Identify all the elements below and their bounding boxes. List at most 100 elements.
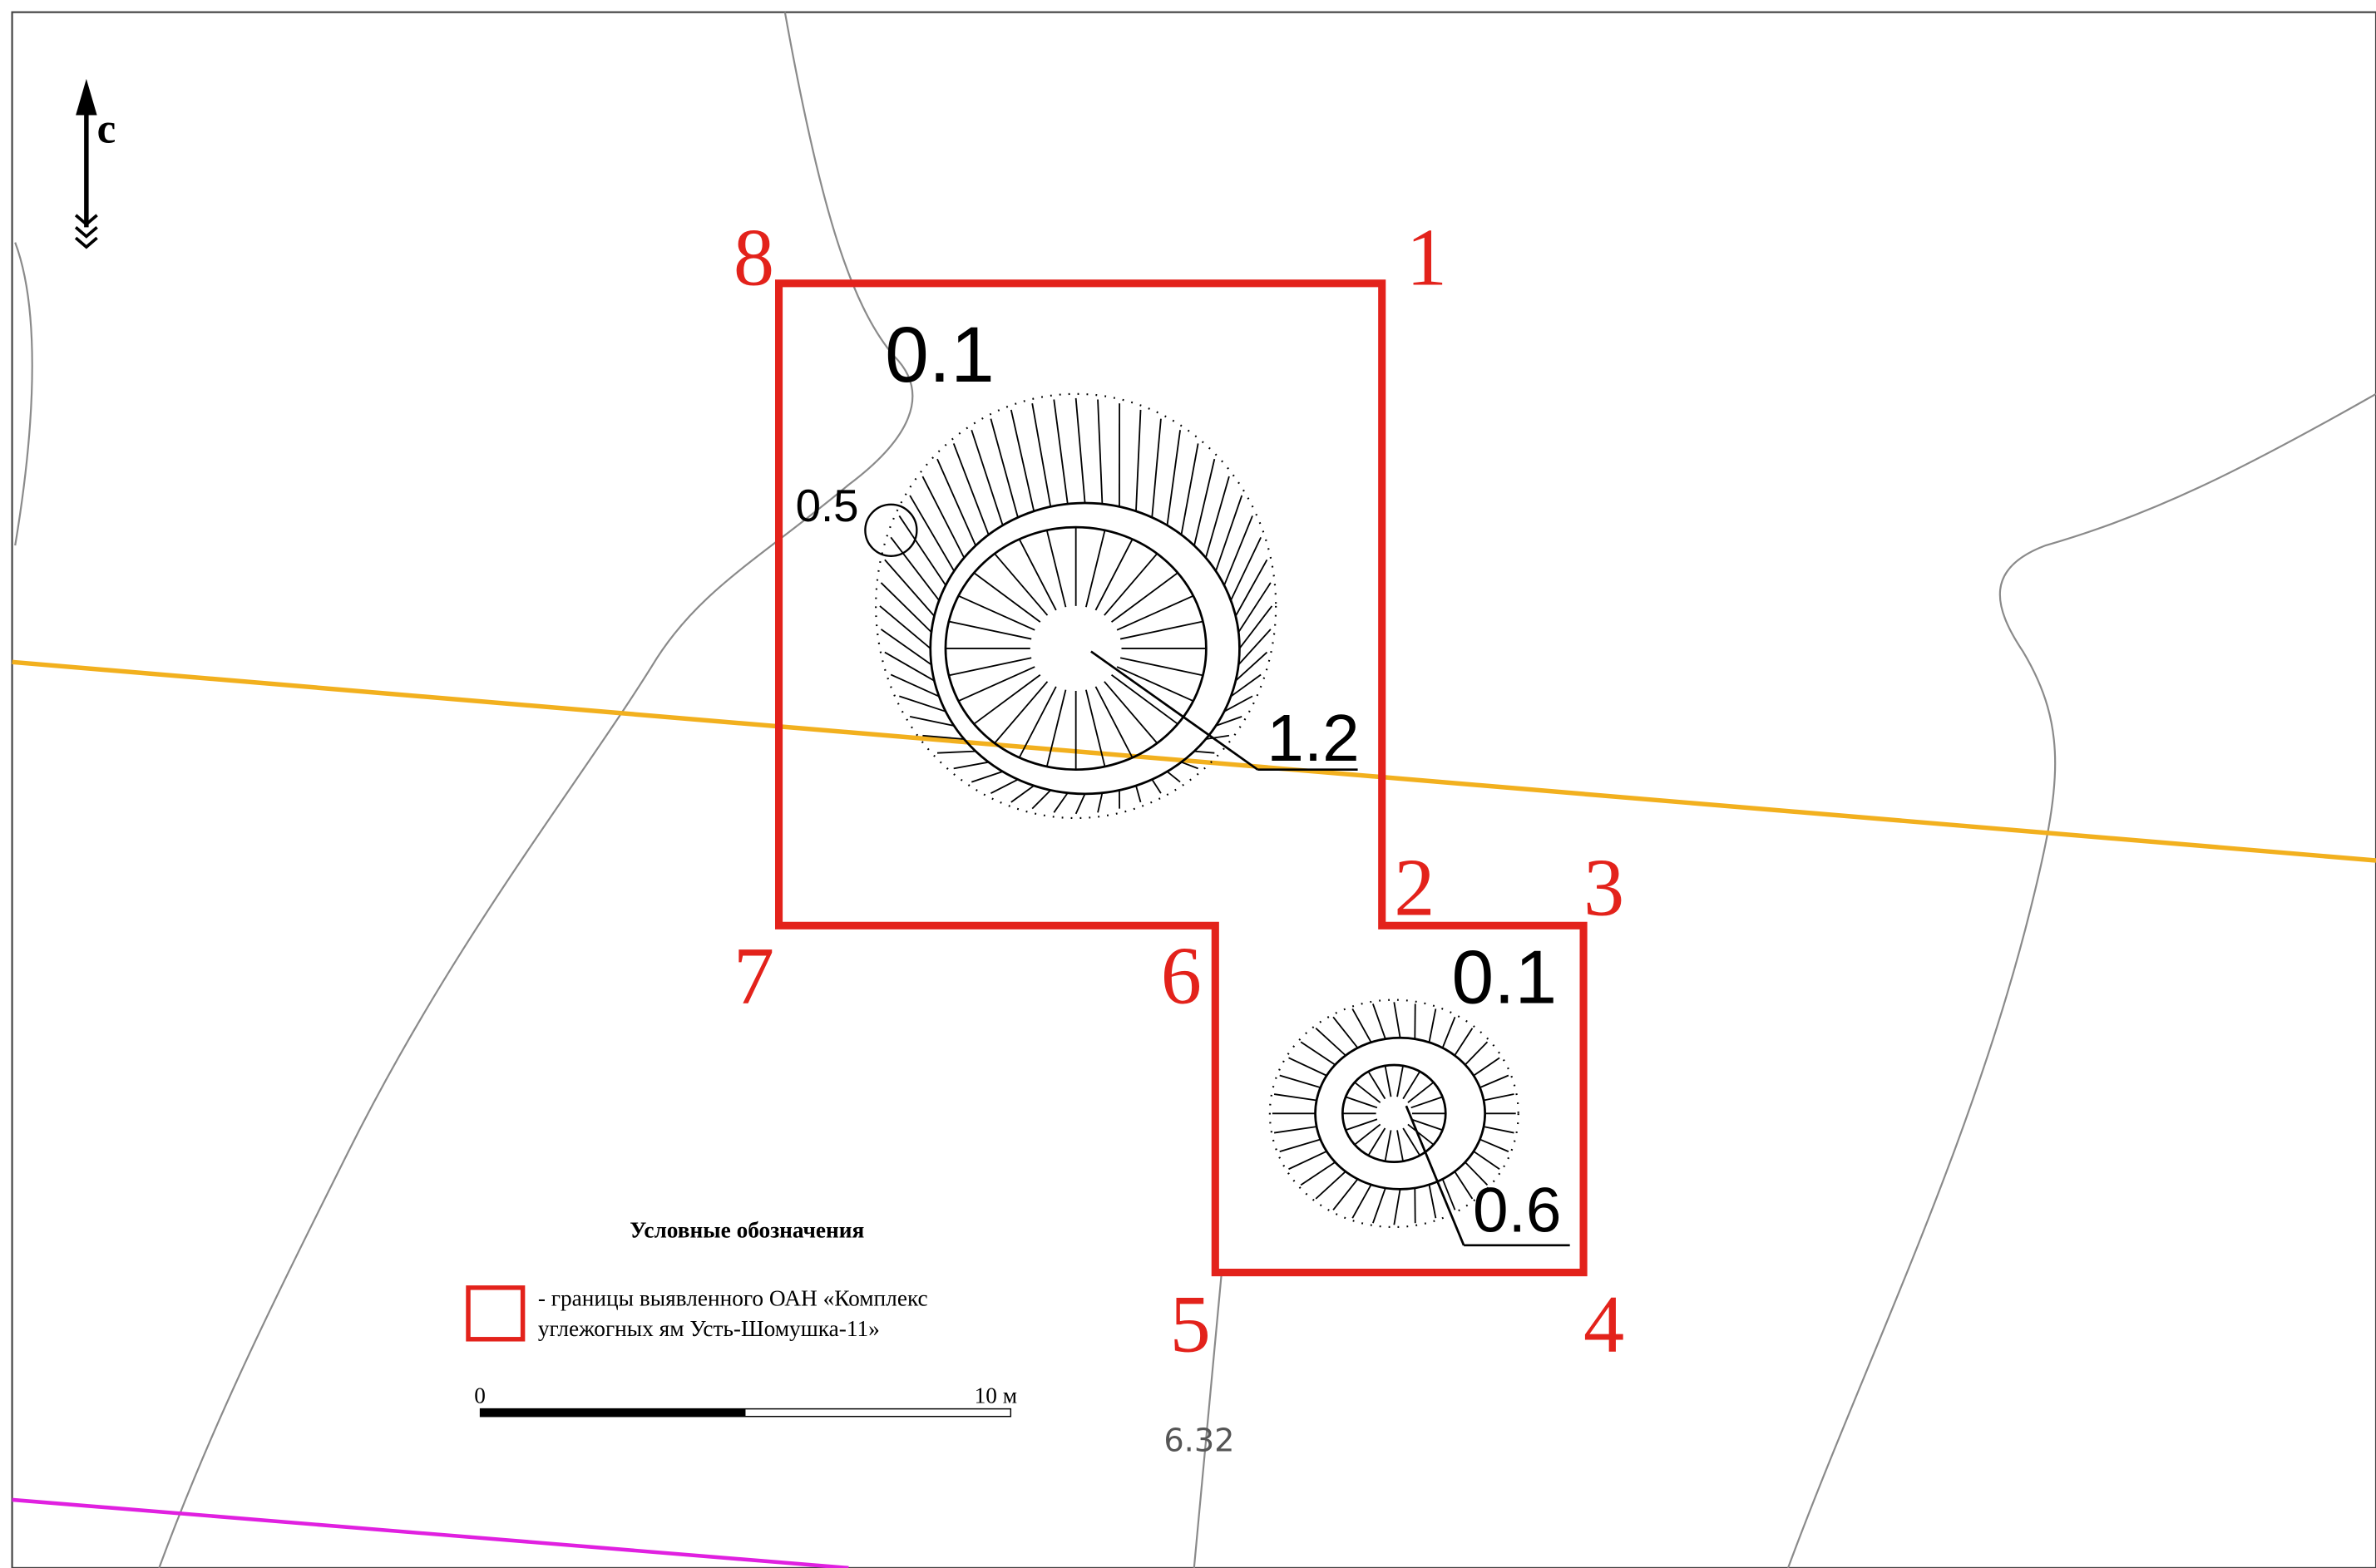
hachure <box>1031 403 1052 507</box>
hachure <box>936 458 977 546</box>
hachure <box>1018 686 1057 758</box>
hachure <box>971 429 1004 526</box>
hachure <box>1384 1065 1392 1097</box>
hachure <box>880 629 932 666</box>
small-pit <box>864 503 918 557</box>
hachure <box>1410 1096 1443 1109</box>
hachure <box>1215 716 1242 727</box>
depth-label: 0.6 <box>1473 1175 1561 1245</box>
hachure <box>884 559 936 617</box>
hachure <box>1119 620 1203 640</box>
hachure <box>958 594 1035 631</box>
hachure <box>1104 681 1158 744</box>
hachure <box>1111 572 1178 623</box>
point-label: 2 <box>1394 843 1435 934</box>
hachure <box>898 515 946 586</box>
hachure <box>958 666 1035 703</box>
hachure <box>890 536 940 601</box>
hachure <box>899 695 946 713</box>
hachure <box>1116 666 1194 703</box>
hachure <box>1116 594 1194 631</box>
hachure <box>1097 399 1104 505</box>
hachure <box>1441 1178 1456 1211</box>
hachure <box>1230 673 1262 698</box>
hachure <box>1300 1041 1336 1066</box>
hachure <box>1119 657 1203 677</box>
hachure <box>1045 530 1067 608</box>
hachure <box>1473 1151 1500 1171</box>
hachure <box>1288 1151 1327 1171</box>
elevation-label: 6.32 <box>1163 1423 1234 1460</box>
hachure <box>1074 793 1086 815</box>
arrow-head <box>76 78 97 116</box>
boundary <box>774 279 1588 1277</box>
hachure <box>1273 1126 1317 1134</box>
depth-label: 0.1 <box>885 311 995 399</box>
hachure <box>1332 1178 1359 1211</box>
hachure <box>1396 1130 1404 1161</box>
hachure <box>1180 443 1199 535</box>
hachure <box>1273 1093 1317 1102</box>
hachure <box>1393 1002 1401 1038</box>
contours <box>14 12 2376 1568</box>
hachure <box>1345 1096 1378 1109</box>
hachure <box>1354 1082 1381 1103</box>
hachure <box>1230 536 1262 601</box>
hachure <box>1402 1071 1421 1100</box>
hachure <box>884 651 935 682</box>
pit-edge <box>1268 998 1519 1229</box>
arrow-tail <box>74 214 98 249</box>
point-label: 7 <box>734 930 774 1021</box>
hachure <box>1223 515 1253 586</box>
hachure <box>1135 409 1142 511</box>
point-label: 5 <box>1170 1279 1211 1369</box>
hachure <box>1407 1082 1435 1103</box>
hachure <box>1372 1003 1386 1039</box>
north-label: с <box>97 106 116 152</box>
hachure <box>1223 695 1253 713</box>
hachure <box>1384 1130 1392 1161</box>
point-label: 1 <box>1406 213 1447 303</box>
hachure <box>1479 1074 1509 1088</box>
hachure <box>936 750 976 754</box>
hachure <box>1151 418 1162 518</box>
contour <box>14 242 33 546</box>
hachure <box>921 476 966 559</box>
frame <box>11 11 2376 1568</box>
hachure <box>1483 1126 1514 1134</box>
hachure <box>1473 1057 1500 1077</box>
hachure <box>1315 1028 1346 1057</box>
hachure <box>1410 1118 1443 1132</box>
pit-edge <box>875 392 1277 820</box>
hachure <box>1018 539 1057 611</box>
depth-label: 1.2 <box>1267 700 1359 775</box>
hachure <box>1237 582 1272 633</box>
hachure <box>1354 1123 1381 1146</box>
hachure <box>880 582 932 633</box>
hachure <box>1402 1127 1421 1156</box>
hachure <box>1288 1057 1327 1077</box>
hachure <box>1074 397 1086 504</box>
hachure <box>1238 605 1273 649</box>
hachure <box>1010 785 1035 803</box>
hachure <box>1205 476 1230 559</box>
hachure <box>990 778 1019 794</box>
point-label: 3 <box>1583 843 1624 934</box>
hachure <box>1483 1093 1514 1102</box>
hachure <box>1166 771 1181 783</box>
hachure <box>1300 1161 1336 1186</box>
hachure <box>973 572 1041 623</box>
hachure <box>1351 1008 1372 1043</box>
hachure <box>948 657 1032 677</box>
scale-bar-fill <box>480 1408 746 1417</box>
contour <box>1193 1275 1223 1568</box>
north-arrow: с <box>74 78 116 249</box>
pits <box>864 392 1519 1229</box>
hachure <box>1465 1161 1489 1186</box>
hachure <box>1235 651 1268 682</box>
point-label: 4 <box>1583 1279 1624 1369</box>
magenta-line <box>12 1497 849 1568</box>
hachure <box>1097 792 1104 813</box>
legend-title: Условные обозначения <box>630 1218 864 1243</box>
